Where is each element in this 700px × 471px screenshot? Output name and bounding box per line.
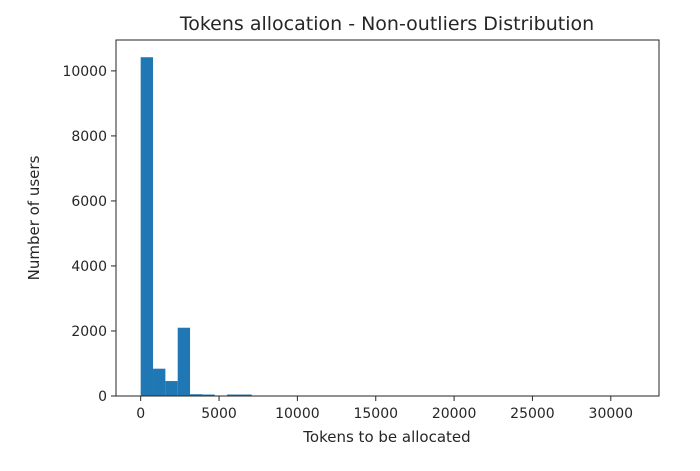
x-axis-label: Tokens to be allocated	[302, 428, 470, 446]
histogram-bar	[178, 328, 190, 396]
x-axis: 0 5000 10000 15000 20000 25000 30000	[136, 396, 633, 422]
x-tick-label: 5000	[201, 406, 237, 422]
y-tick-label: 8000	[71, 129, 107, 145]
x-tick-label: 30000	[589, 406, 634, 422]
chart-title: Tokens allocation - Non-outliers Distrib…	[179, 13, 594, 35]
y-tick-label: 10000	[62, 64, 107, 80]
histogram-bar	[165, 381, 177, 396]
histogram-bar	[153, 369, 165, 396]
x-tick-label: 10000	[275, 406, 320, 422]
x-tick-label: 15000	[353, 406, 398, 422]
y-tick-label: 0	[98, 389, 107, 405]
plot-frame	[116, 40, 659, 396]
x-tick-label: 20000	[432, 406, 477, 422]
y-tick-label: 2000	[71, 324, 107, 340]
x-tick-label: 25000	[510, 406, 555, 422]
histogram-bar	[141, 57, 153, 396]
y-axis-label: Number of users	[25, 155, 43, 280]
y-axis: 0 2000 4000 6000 8000 10000	[62, 64, 116, 405]
x-tick-label: 0	[136, 406, 145, 422]
y-tick-label: 6000	[71, 194, 107, 210]
y-tick-label: 4000	[71, 259, 107, 275]
bars-layer	[141, 57, 635, 396]
